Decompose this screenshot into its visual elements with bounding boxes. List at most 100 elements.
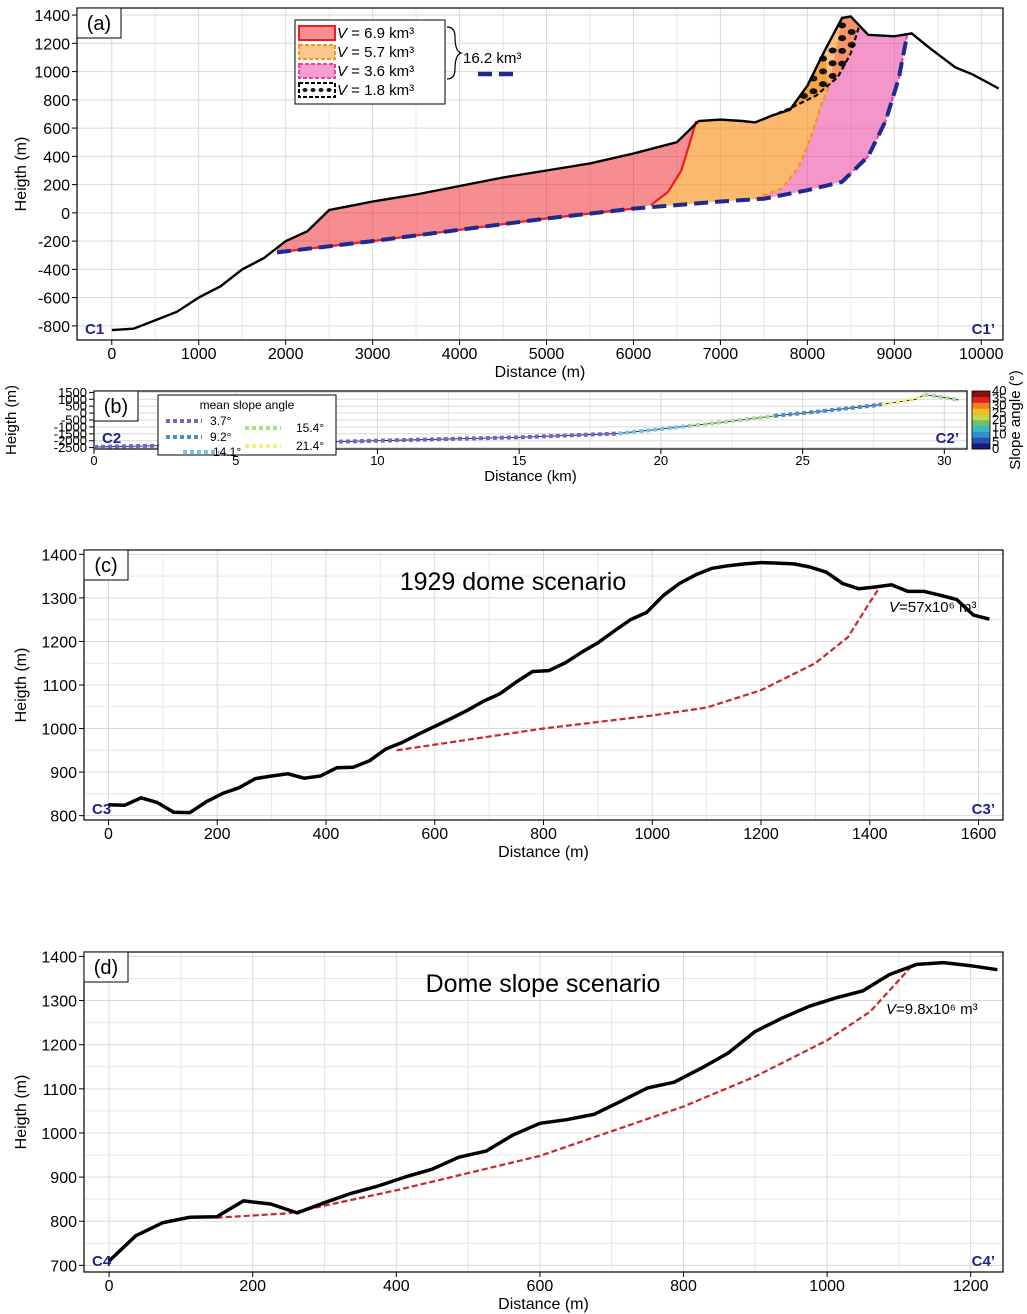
legend-label: 3.7° — [210, 414, 232, 428]
panel-label: (b) — [104, 396, 128, 418]
panel-a: 0 1000 2000 3000 4000 5000 6000 7000 8000 9000 100… — [13, 7, 1004, 381]
x-tick-label: 20 — [654, 453, 668, 468]
y-tick-label: 500 — [65, 399, 87, 414]
y-tick-label: 0 — [61, 206, 70, 223]
legend-total-label: 16.2 km³ — [463, 50, 521, 67]
legend-label: V = 6.9 km³ — [337, 25, 414, 42]
failure-surface-line — [216, 963, 915, 1219]
slope-segment — [774, 402, 883, 418]
y-tick-label: 1200 — [41, 634, 77, 651]
slope-segment — [924, 392, 959, 402]
hatch-dot — [828, 60, 837, 67]
legend-label: 9.2° — [210, 430, 232, 444]
y-axis-label: Heigth (m) — [3, 385, 20, 455]
x-tick-label: 200 — [204, 826, 231, 843]
y-axis-label: Heigth (m) — [13, 1075, 30, 1150]
legend-label: V = 3.6 km³ — [337, 63, 414, 80]
y-tick-label: -500 — [61, 413, 87, 428]
section-start-label: C3 — [92, 801, 111, 818]
y-tick-label: 1300 — [41, 591, 77, 608]
x-tick-label: 600 — [527, 1278, 554, 1295]
hatch-dot — [847, 29, 856, 36]
colorbar-label: Slope angle (°) — [1007, 370, 1024, 469]
y-tick-label: 1400 — [41, 547, 77, 564]
y-tick-label: -1000 — [54, 419, 87, 434]
legend-swatch — [298, 44, 336, 60]
x-tick-label: 6000 — [616, 346, 652, 363]
legend-var: V — [337, 25, 349, 42]
x-tick-label: 30 — [937, 453, 951, 468]
y-tick-label: 1200 — [34, 36, 70, 53]
x-tick-label: 0 — [90, 453, 97, 468]
y-tick-label: 1000 — [41, 1126, 77, 1143]
x-tick-label: 1400 — [852, 826, 888, 843]
x-tick-label: 800 — [670, 1278, 697, 1295]
hatch-dot — [828, 72, 837, 79]
failure-region-4 — [755, 16, 860, 123]
legend-label: 21.4° — [296, 439, 324, 453]
x-tick-label: 25 — [795, 453, 809, 468]
legend-var: V — [337, 63, 349, 80]
panel-label: (d) — [94, 957, 118, 979]
y-axis-label: Heigth (m) — [13, 137, 30, 212]
y-tick-label: 400 — [43, 149, 70, 166]
legend-value: = 3.6 km³ — [347, 63, 414, 80]
legend-dot — [326, 88, 332, 92]
y-tick-label: 1000 — [41, 722, 77, 739]
x-tick-label: 0 — [104, 826, 113, 843]
colorbar-tick-label: 20 — [992, 412, 1006, 427]
failure-region-2 — [650, 50, 830, 208]
legend-label: 15.4° — [296, 421, 324, 435]
topography-line — [111, 15, 1000, 332]
section-end-label: C2’ — [936, 430, 959, 447]
colorbar-tick-label: 40 — [992, 383, 1006, 398]
y-tick-label: 1200 — [41, 1038, 77, 1055]
legend-label: V = 5.7 km³ — [337, 44, 414, 61]
slope-segment — [688, 413, 775, 428]
y-tick-label: 600 — [43, 121, 70, 138]
y-tick-label: 900 — [50, 765, 77, 782]
x-tick-label: 1000 — [181, 346, 217, 363]
x-tick-label: 8000 — [790, 346, 826, 363]
colorbar-tick-label: 5 — [992, 434, 999, 449]
failure-region-1 — [277, 121, 697, 253]
x-tick-label: 400 — [313, 826, 340, 843]
legend-label: 14.1° — [213, 445, 241, 459]
colorbar-cell — [972, 408, 990, 415]
legend-swatch — [298, 82, 336, 98]
legend-swatch — [298, 63, 336, 79]
x-tick-label: 1600 — [961, 826, 997, 843]
y-tick-label: 1300 — [41, 994, 77, 1011]
colorbar-cell — [972, 437, 990, 444]
x-tick-label: 200 — [239, 1278, 266, 1295]
legend-value: = 6.9 km³ — [347, 25, 414, 42]
plot-frame — [83, 951, 1004, 1273]
x-tick-label: 1000 — [634, 826, 670, 843]
failure-surface-line — [754, 24, 861, 124]
colorbar-cell — [972, 402, 990, 409]
legend-dot — [302, 88, 308, 92]
colorbar-cell — [972, 443, 990, 450]
x-tick-label: 0 — [107, 346, 116, 363]
hatch-dot — [838, 35, 847, 42]
x-axis-label: Distance (m) — [498, 1296, 589, 1313]
y-tick-label: -400 — [38, 262, 70, 279]
x-tick-label: 4000 — [442, 346, 478, 363]
legend-dot — [318, 88, 324, 92]
x-axis-label: Distance (m) — [495, 364, 586, 381]
colorbar-tick-label: 30 — [992, 398, 1006, 413]
hatch-dot — [828, 47, 837, 54]
panel-label-box — [83, 549, 129, 581]
volume-var: V — [886, 1001, 898, 1018]
x-tick-label: 5000 — [529, 346, 565, 363]
legend: mean slope angle 3.7° 9.2°14.1° 15.4° 21.4° — [157, 394, 337, 459]
y-tick-label: 0 — [80, 406, 87, 421]
y-tick-label: 1500 — [58, 385, 87, 400]
panel-label-box — [93, 390, 139, 422]
panel-label-box — [76, 7, 122, 39]
panel-label-box — [83, 951, 129, 983]
section-start-label: C1 — [85, 321, 104, 338]
plot-frame — [76, 7, 1004, 341]
